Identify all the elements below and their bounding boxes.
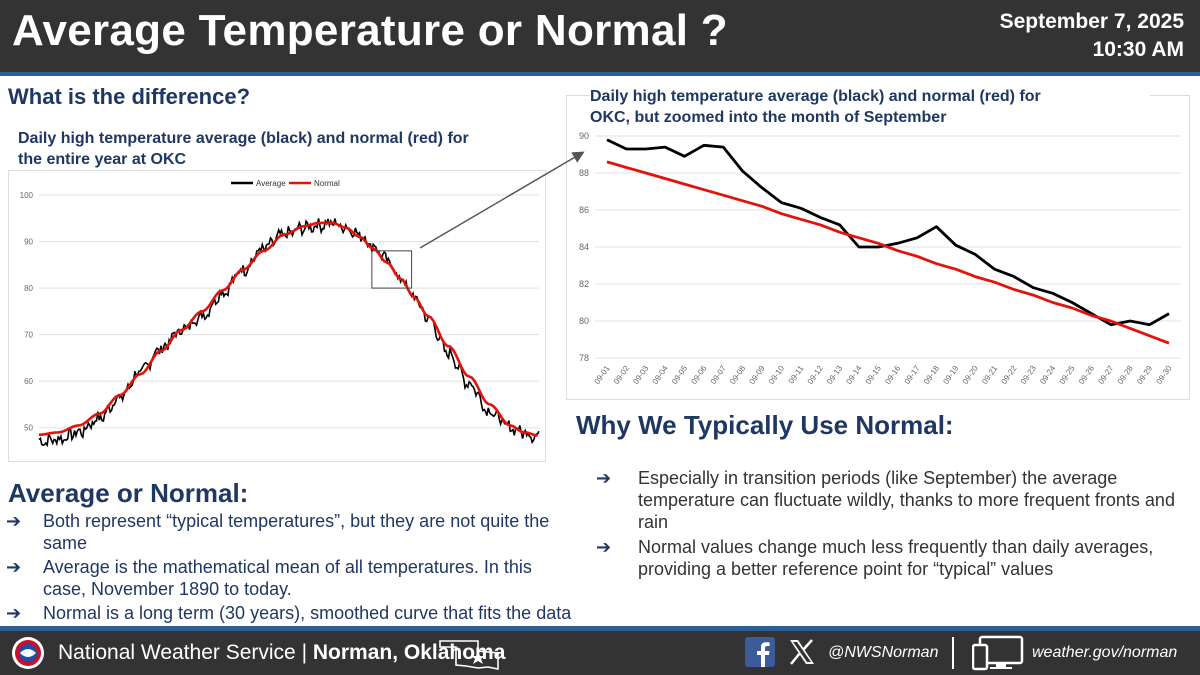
- average-series-line: [606, 138, 1170, 327]
- average-series-line: [38, 218, 540, 448]
- y-tick-label: 86: [579, 205, 589, 215]
- avg-normal-heading: Average or Normal:: [8, 478, 249, 508]
- facebook-icon[interactable]: [745, 637, 775, 667]
- social-handle[interactable]: @NWSNorman: [828, 644, 939, 661]
- devices-icon: [972, 635, 1024, 671]
- legend-average-label: Average: [256, 179, 286, 188]
- oklahoma-outline-icon: [439, 640, 499, 670]
- y-tick-label: 80: [24, 284, 33, 293]
- nws-logo-icon: [12, 637, 44, 669]
- why-normal-list: ➔ Especially in transition periods (like …: [596, 467, 1196, 583]
- y-tick-label: 84: [579, 242, 589, 252]
- normal-series-line: [38, 221, 538, 437]
- y-tick-label: 50: [24, 424, 33, 433]
- y-tick-label: 80: [579, 316, 589, 326]
- why-normal-heading: Why We Typically Use Normal:: [576, 410, 954, 440]
- footer-bar: National Weather Service | Norman, Oklah…: [0, 631, 1200, 675]
- difference-heading: What is the difference?: [8, 84, 251, 109]
- footer-org: National Weather Service | Norman, Oklah…: [58, 641, 505, 665]
- avg-bullet-1: ➔ Both represent “typical temperatures”, …: [6, 511, 550, 553]
- avg-normal-list: ➔ Both represent “typical temperatures”, …: [6, 510, 576, 626]
- header-date: September 7, 2025: [999, 10, 1184, 33]
- why-bullet-2: ➔ Normal values change much less frequent…: [596, 537, 1154, 579]
- y-tick-label: 90: [579, 131, 589, 141]
- y-tick-label: 78: [579, 353, 589, 363]
- header-accent-stripe: [0, 72, 1200, 76]
- left-chart-caption-line1: Daily high temperature average (black) a…: [18, 130, 469, 147]
- arrow-right-icon: ➔: [6, 603, 22, 623]
- arrow-right-icon: ➔: [6, 557, 22, 577]
- zoom-box: [371, 250, 413, 289]
- right-chart-caption: Daily high temperature average (black) a…: [590, 86, 1150, 128]
- avg-bullet-2: ➔ Average is the mathematical mean of all…: [6, 557, 532, 599]
- left-chart-caption-line2: the entire year at OKC: [18, 151, 187, 168]
- office-name: Norman, Oklahoma: [312, 641, 506, 664]
- legend-normal-label: Normal: [314, 179, 340, 188]
- arrow-right-icon: ➔: [6, 511, 22, 531]
- normal-series-line: [606, 160, 1170, 345]
- legend: Average Normal: [231, 179, 340, 188]
- header-time: 10:30 AM: [1092, 38, 1184, 61]
- website-link[interactable]: weather.gov/norman: [1032, 644, 1178, 661]
- y-tick-label: 82: [579, 279, 589, 289]
- arrow-right-icon: ➔: [596, 468, 612, 488]
- footer-divider: [952, 637, 954, 669]
- y-tick-label: 60: [24, 377, 33, 386]
- right-chart-caption-line1: Daily high temperature average (black) a…: [590, 88, 1041, 105]
- page-title: Average Temperature or Normal ?: [12, 6, 728, 55]
- y-tick-label: 90: [24, 238, 33, 247]
- y-tick-label: 88: [579, 168, 589, 178]
- org-name: National Weather Service: [58, 641, 296, 664]
- header-datetime: September 7, 2025 10:30 AM: [1000, 8, 1184, 64]
- y-tick-label: 70: [24, 331, 33, 340]
- right-chart-caption-line2: OKC, but zoomed into the month of Septem…: [590, 109, 947, 126]
- avg-bullet-3: ➔ Normal is a long term (30 years), smoot…: [6, 603, 572, 626]
- why-bullet-1: ➔ Especially in transition periods (like …: [596, 468, 1175, 532]
- x-twitter-icon[interactable]: [788, 639, 816, 665]
- avg-normal-section: Average or Normal: ➔ Both represent “typi…: [0, 476, 580, 626]
- org-separator: |: [295, 641, 313, 664]
- left-chart-caption: Daily high temperature average (black) a…: [18, 128, 578, 170]
- y-tick-label: 100: [20, 191, 34, 200]
- september-chart: 78 80 82 84 86 88 90 09-01 09-02 09-03 09-04 09-05 0…: [566, 95, 1190, 400]
- arrow-right-icon: ➔: [596, 537, 612, 557]
- annual-chart: 50 60 70 80 90 100 Average Normal: [8, 170, 546, 462]
- footer-accent-stripe: [0, 626, 1200, 631]
- header-bar: Average Temperature or Normal ? Septembe…: [0, 0, 1200, 72]
- zoom-connector-arrow: [419, 151, 585, 249]
- annual-chart-svg: 50 60 70 80 90 100 Average Normal: [20, 179, 540, 448]
